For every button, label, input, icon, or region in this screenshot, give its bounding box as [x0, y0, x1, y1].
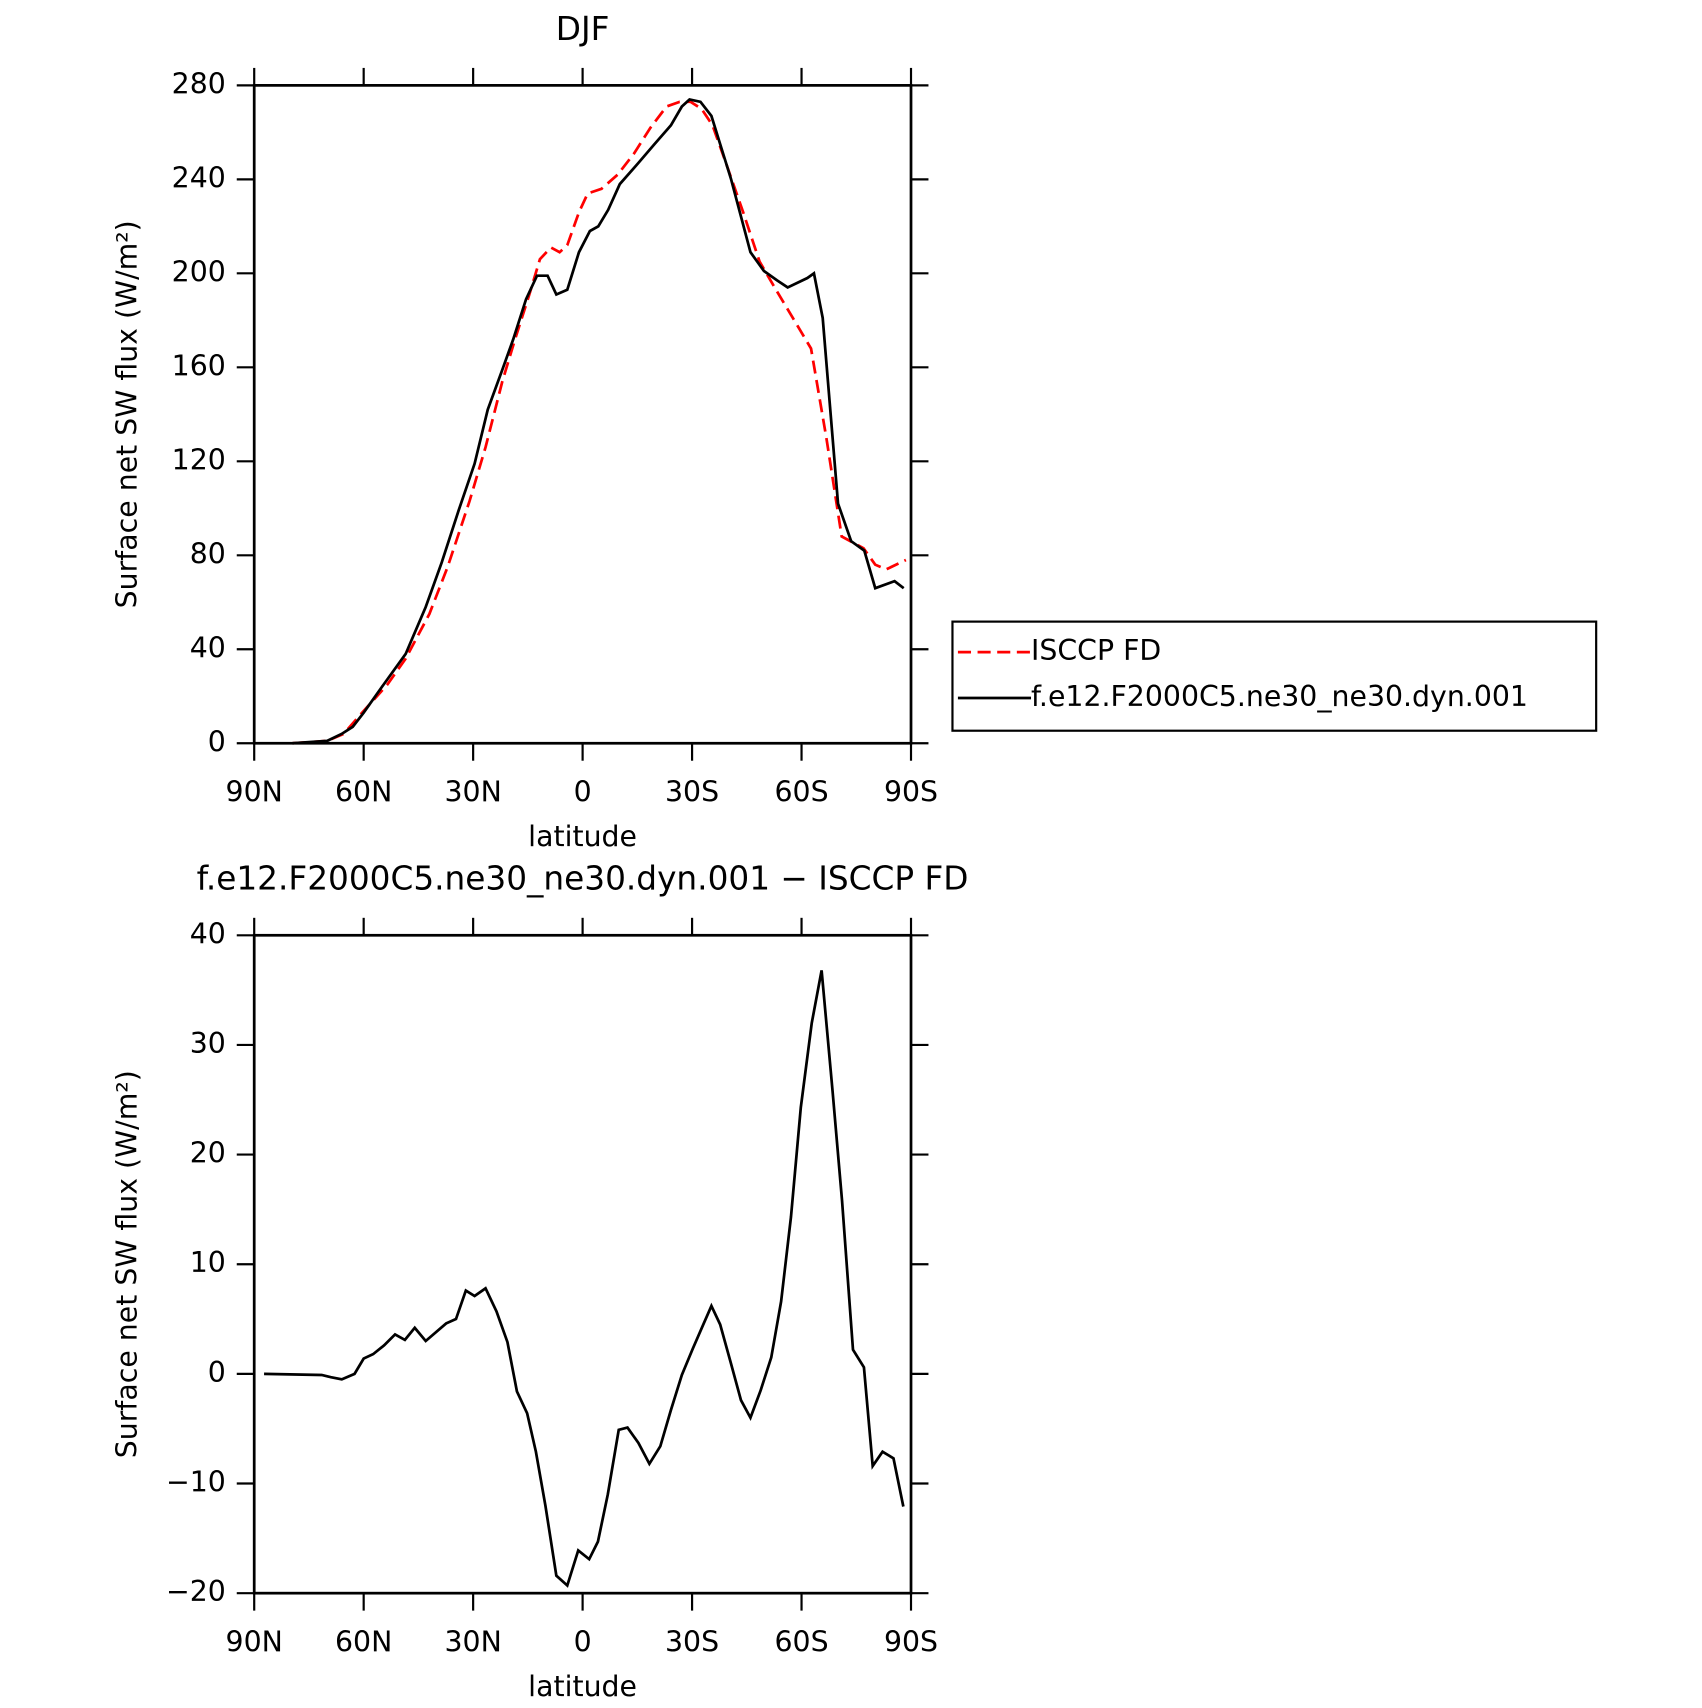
data-line: [264, 970, 905, 1588]
data-line: [292, 97, 905, 745]
y-tick-label: 0: [208, 725, 226, 758]
legend-label: ISCCP FD: [1031, 634, 1161, 667]
x-tick-label: 60S: [774, 775, 828, 808]
x-tick-label: 30N: [444, 775, 501, 808]
x-tick-label: 90S: [884, 1625, 938, 1658]
legend-label: f.e12.F2000C5.ne30_ne30.dyn.001: [1031, 680, 1528, 713]
x-axis-label: latitude: [528, 820, 637, 853]
chart-title: f.e12.F2000C5.ne30_ne30.dyn.001 − ISCCP …: [197, 860, 969, 898]
legend-box: [951, 620, 1598, 732]
y-tick-label: 10: [190, 1246, 226, 1279]
y-tick-label: 120: [172, 443, 226, 476]
plot-frame: [252, 84, 913, 745]
x-axis-label: latitude: [528, 1670, 637, 1703]
y-tick-label: 80: [190, 537, 226, 570]
y-axis-label: Surface net SW flux (W/m²): [111, 220, 144, 608]
x-tick-label: 30S: [665, 775, 719, 808]
plot-frame: [252, 933, 913, 1595]
chart-title: DJF: [556, 10, 610, 48]
data-line: [292, 100, 907, 745]
y-tick-label: 30: [190, 1027, 226, 1060]
x-tick-label: 60S: [774, 1625, 828, 1658]
y-tick-label: 200: [172, 255, 226, 288]
y-tick-label: 280: [172, 67, 226, 100]
x-tick-label: 0: [574, 775, 592, 808]
y-tick-label: 40: [190, 917, 226, 950]
x-tick-label: 60N: [335, 775, 392, 808]
x-tick-label: 90S: [884, 775, 938, 808]
x-tick-label: 90N: [226, 775, 283, 808]
x-tick-label: 90N: [226, 1625, 283, 1658]
x-tick-label: 30S: [665, 1625, 719, 1658]
y-tick-label: 20: [190, 1137, 226, 1170]
y-tick-label: 0: [208, 1356, 226, 1389]
x-tick-label: 30N: [444, 1625, 501, 1658]
y-tick-label: −20: [166, 1575, 226, 1608]
y-axis-label: Surface net SW flux (W/m²): [111, 1070, 144, 1458]
x-tick-label: 0: [574, 1625, 592, 1658]
y-tick-label: 240: [172, 161, 226, 194]
y-tick-label: 160: [172, 349, 226, 382]
y-tick-label: −10: [166, 1466, 226, 1499]
x-tick-label: 60N: [335, 1625, 392, 1658]
y-tick-label: 40: [190, 631, 226, 664]
